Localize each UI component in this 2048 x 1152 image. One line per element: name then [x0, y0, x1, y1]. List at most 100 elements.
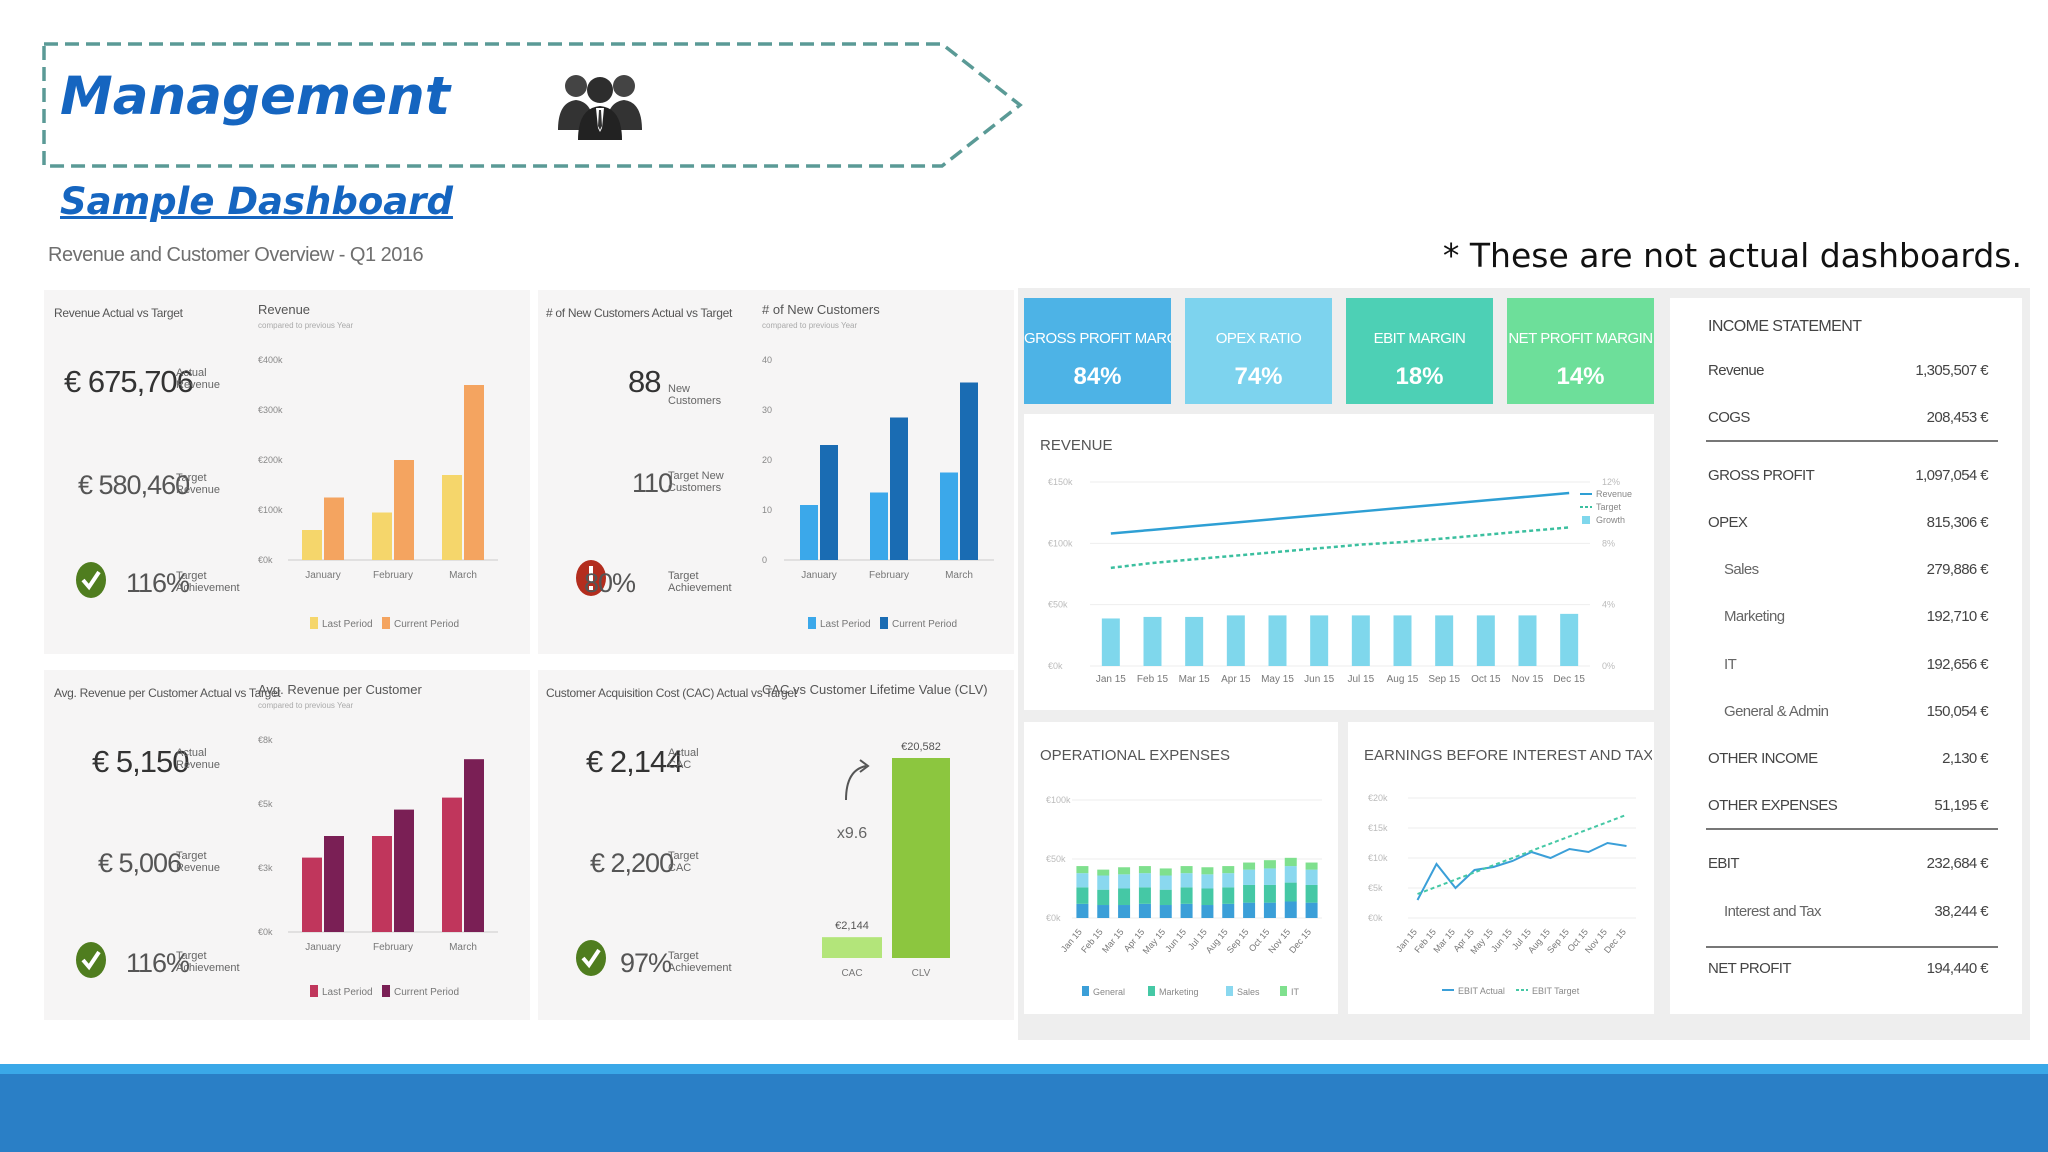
y2-tick-label: 12%: [1602, 477, 1620, 487]
bar-cac: [822, 937, 882, 958]
legend-label: Target: [1596, 502, 1622, 512]
bar-it: [1097, 869, 1110, 876]
bar-it: [1201, 867, 1214, 875]
bar-growth: [1393, 615, 1412, 666]
bar-last-period: [870, 492, 888, 560]
section-divider: [1706, 828, 1998, 830]
chart-title: OPERATIONAL EXPENSES: [1040, 747, 1230, 764]
bar-last-period: [302, 857, 322, 932]
footer-bar: [0, 1064, 2048, 1152]
chart-subtitle: compared to previous Year: [762, 321, 858, 330]
cac-actual-value: € 2,144: [586, 744, 683, 779]
rev-actual-label: Actual Revenue: [176, 367, 221, 391]
y-tick-label: €100k: [258, 505, 283, 515]
bar-sales: [1305, 869, 1318, 885]
x-tick-label: Apr 15: [1221, 674, 1251, 685]
bar-marketing: [1076, 887, 1089, 904]
income-statement-row: OTHER EXPENSES 51,195 €: [1708, 797, 1989, 814]
row-value: 232,684 €: [1926, 855, 1989, 872]
bar-growth: [1560, 613, 1579, 666]
y-tick-label: €400k: [258, 355, 283, 365]
newcust-target-label: Target New Customers: [668, 470, 724, 494]
row-label: Sales: [1724, 561, 1759, 578]
y-tick-label: €0k: [1368, 913, 1383, 923]
bar-it: [1159, 868, 1172, 876]
kpi-tile[interactable]: OPEX RATIO 74%: [1185, 298, 1332, 404]
bar-marketing: [1097, 889, 1110, 906]
x-tick-label: Jun 15: [1489, 927, 1514, 954]
chart-title: CAC vs Customer Lifetime Value (CLV): [762, 682, 988, 697]
bar-general: [1076, 903, 1089, 918]
bar-last-period: [442, 475, 462, 560]
income-statement-row: Interest and Tax 38,244 €: [1708, 903, 1989, 920]
income-statement-row: Sales 279,886 €: [1708, 561, 1989, 578]
income-statement-row: OPEX 815,306 €: [1708, 514, 1989, 531]
bar-sales: [1076, 873, 1089, 888]
y-tick-label: 0: [762, 555, 767, 565]
growth-arrow: [845, 765, 867, 801]
kpi-tile[interactable]: NET PROFIT MARGIN 14%: [1507, 298, 1654, 404]
legend-swatch: [382, 985, 390, 997]
bar-current-period: [820, 445, 838, 560]
newcust-actual-label: New Customers: [668, 383, 722, 407]
line-ebit-target: [1417, 813, 1627, 895]
kpi-value: 18%: [1395, 363, 1444, 390]
row-label: Revenue: [1708, 362, 1764, 379]
row-label: NET PROFIT: [1708, 960, 1792, 977]
x-tick-label: Aug 15: [1387, 674, 1419, 685]
row-value: 815,306 €: [1926, 514, 1989, 531]
subtitle-link[interactable]: Sample Dashboard: [60, 180, 453, 223]
legend-swatch: [1226, 986, 1233, 996]
x-tick-label: Dec 15: [1287, 927, 1313, 955]
bar-marketing: [1138, 887, 1151, 904]
bar-last-period: [302, 530, 322, 560]
cac-target-label: Target CAC: [668, 850, 699, 874]
new-customers-bar-chart: # of New Customers compared to previous Y…: [762, 302, 994, 630]
y-tick-label: €150k: [1048, 477, 1073, 487]
x-tick-label: February: [373, 942, 413, 953]
revenue-bar-chart: Revenue compared to previous Year €0k €100k…: [258, 302, 498, 630]
chart-title: # of New Customers: [762, 302, 880, 317]
row-label: General & Admin: [1724, 703, 1829, 720]
bar-current-period: [394, 809, 414, 932]
bar-it: [1243, 862, 1256, 870]
legend-swatch: [1148, 986, 1155, 996]
bar-marketing: [1222, 887, 1235, 904]
income-statement-row: OTHER INCOME 2,130 €: [1708, 750, 1989, 767]
newcust-target-title: # of New Customers Actual vs Target: [546, 306, 733, 320]
row-label: COGS: [1708, 409, 1750, 426]
row-value: 194,440 €: [1926, 960, 1989, 977]
x-tick-label: May 15: [1261, 674, 1294, 685]
x-tick-label: Sep 15: [1428, 674, 1460, 685]
bar-growth: [1143, 616, 1162, 666]
bar-growth: [1101, 618, 1120, 666]
bar-current-period: [960, 382, 978, 560]
warning-circle-icon: [576, 560, 606, 596]
cac-target-title: Customer Acquisition Cost (CAC) Actual v…: [546, 686, 797, 700]
row-label: EBIT: [1708, 855, 1740, 872]
cac-ach-value: 97%: [620, 948, 672, 978]
legend-label: EBIT Target: [1532, 986, 1580, 996]
rev-ach-label: Target Achievement: [176, 570, 240, 594]
kpi-label: OPEX RATIO: [1215, 330, 1302, 347]
legend-label: Current Period: [394, 987, 459, 998]
footer-stripe: [0, 1064, 2048, 1074]
bar-sales: [1118, 874, 1131, 889]
bar-marketing: [1159, 889, 1172, 906]
bar-it: [1138, 866, 1151, 874]
bar-general: [1263, 902, 1276, 918]
avgrev-ach-label: Target Achievement: [176, 950, 240, 974]
y-tick-label: €50k: [1048, 600, 1068, 610]
bar-general: [1138, 903, 1151, 918]
x-tick-label: CLV: [912, 968, 931, 979]
avgrev-target-title: Avg. Revenue per Customer Actual vs Targ…: [54, 686, 281, 700]
legend-label: EBIT Actual: [1458, 986, 1505, 996]
y-tick-label: 20: [762, 455, 772, 465]
legend-swatch: [310, 985, 318, 997]
kpi-tile[interactable]: EBIT MARGIN 18%: [1346, 298, 1493, 404]
kpi-tile[interactable]: GROSS PROFIT MARG... 84%: [1024, 298, 1171, 404]
y-tick-label: €15k: [1368, 823, 1388, 833]
bar-marketing: [1243, 884, 1256, 903]
bar-sales: [1243, 869, 1256, 885]
